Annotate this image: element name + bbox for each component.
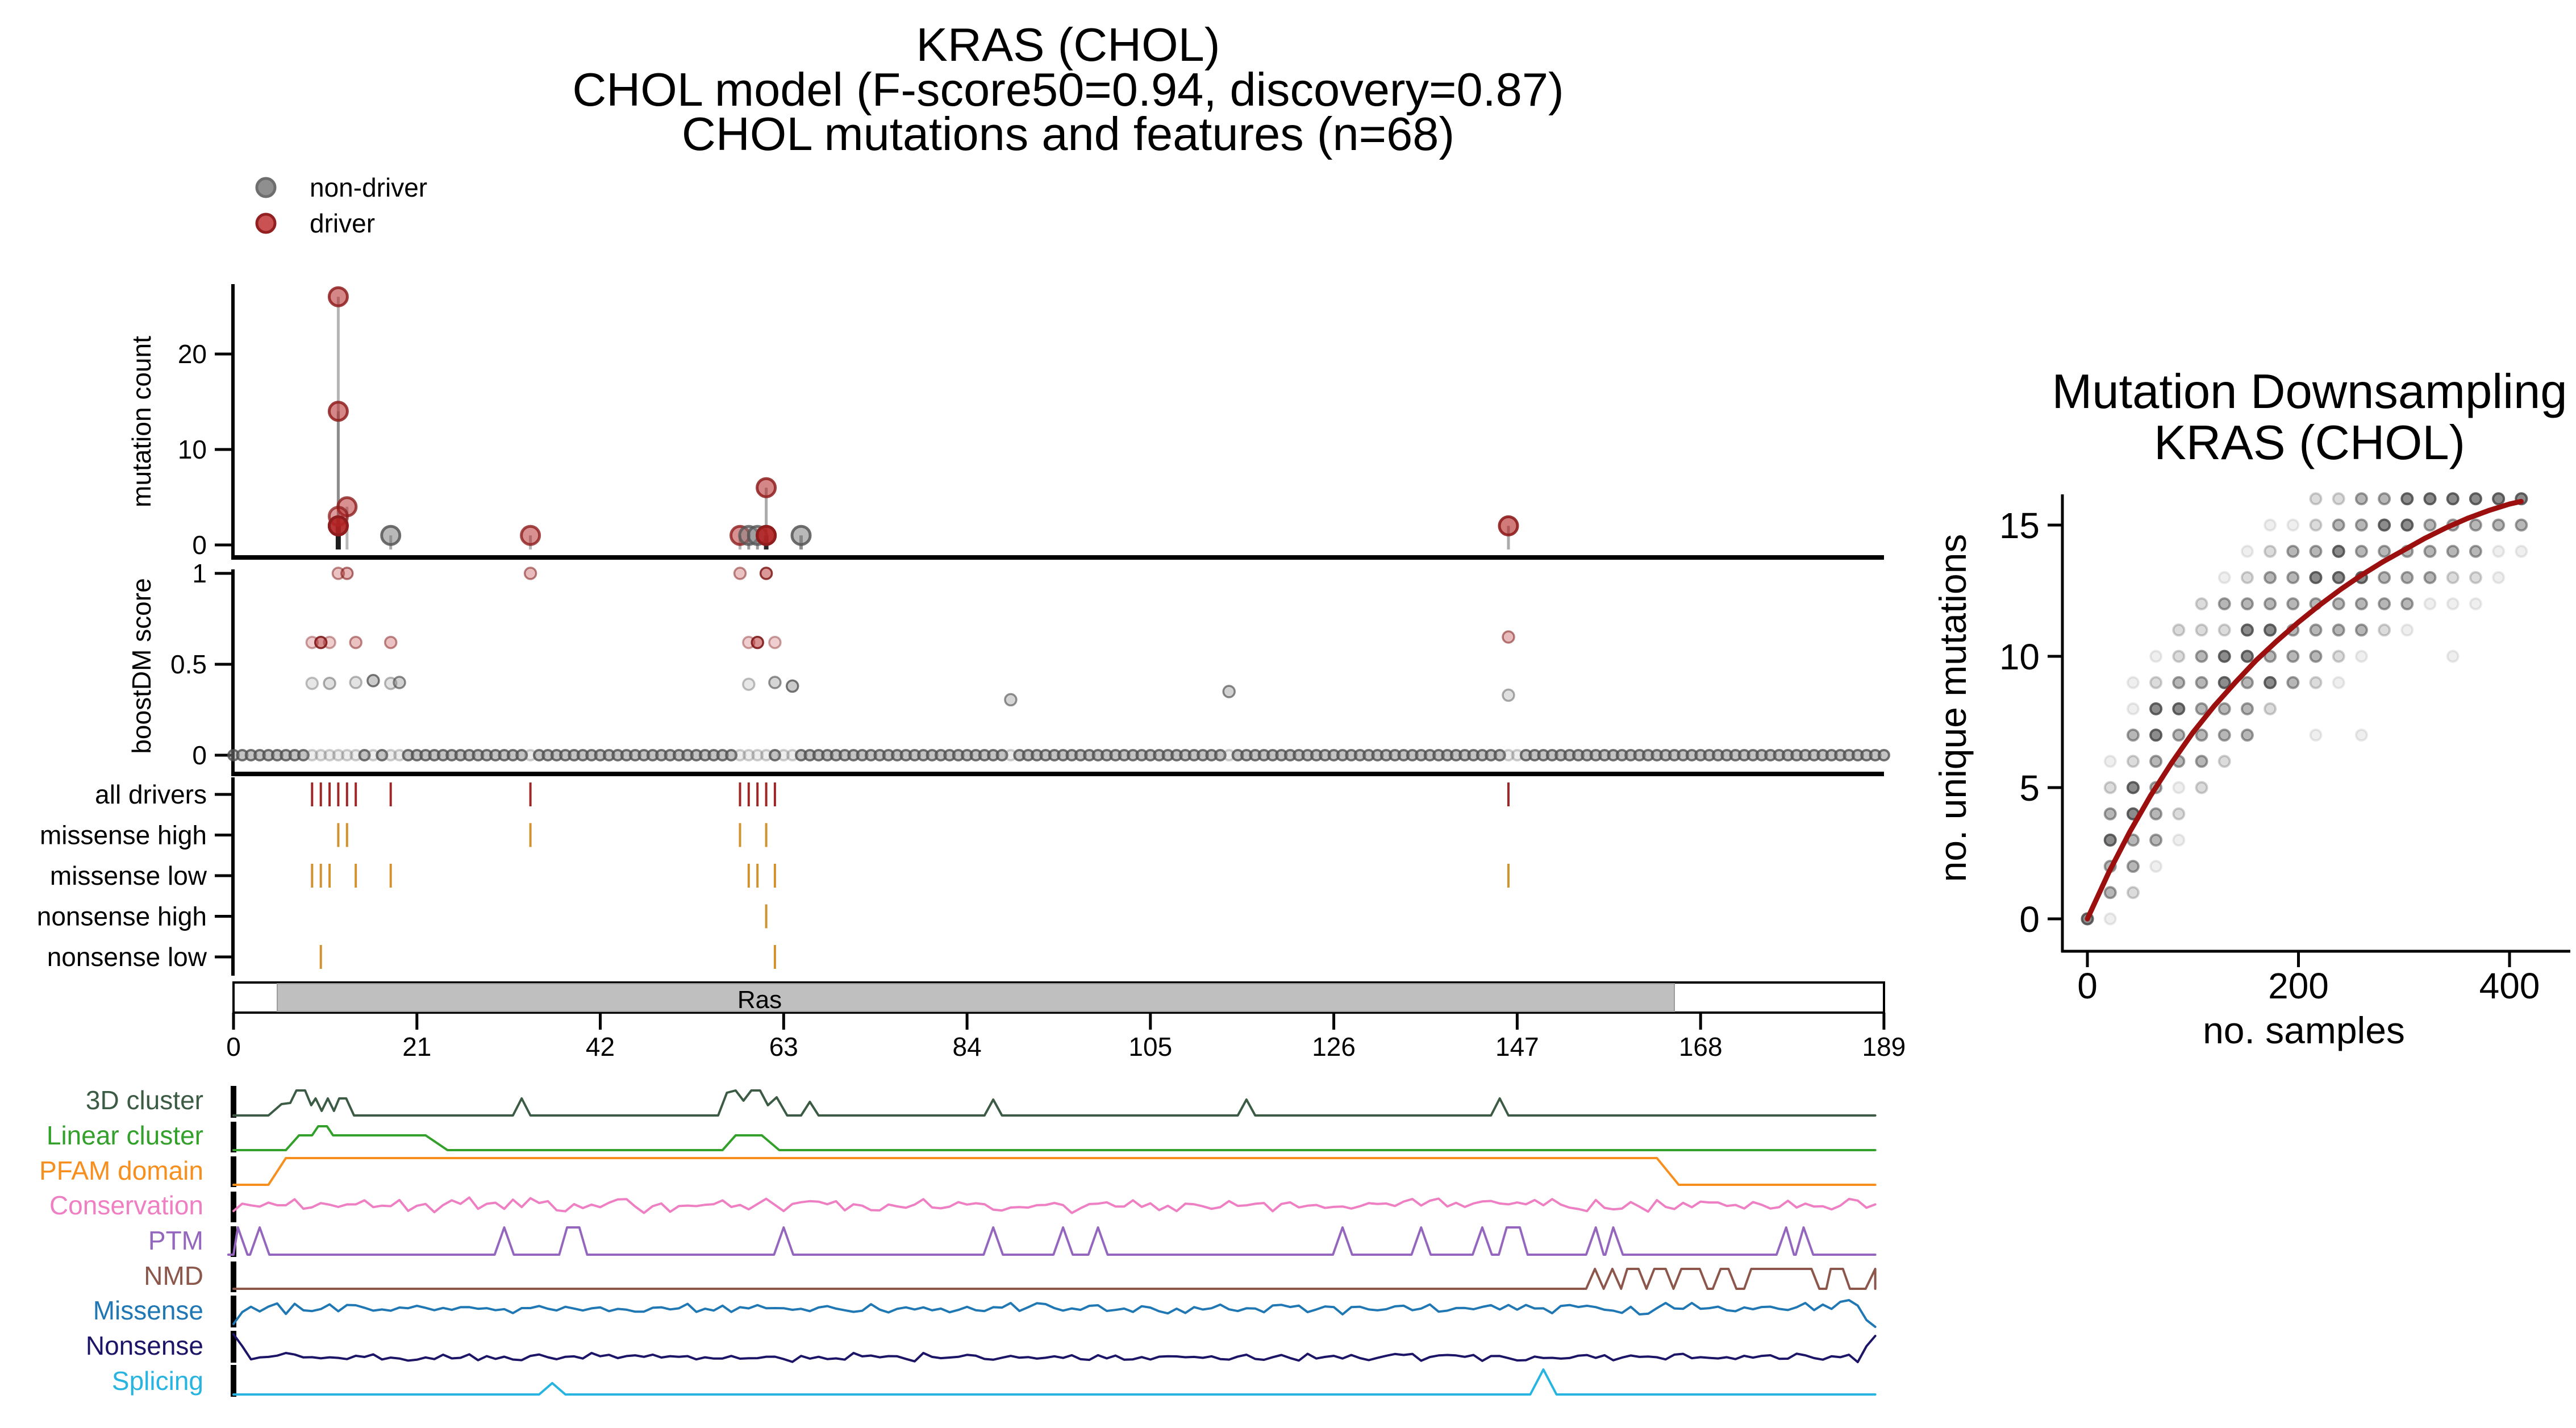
- svg-text:189: 189: [1862, 1032, 1906, 1061]
- svg-text:0.5: 0.5: [170, 650, 207, 679]
- svg-text:no. samples: no. samples: [2203, 1009, 2405, 1051]
- svg-text:168: 168: [1679, 1032, 1723, 1061]
- svg-text:21: 21: [402, 1032, 431, 1061]
- svg-text:NMD: NMD: [144, 1261, 203, 1290]
- svg-text:boostDM score: boostDM score: [127, 578, 156, 753]
- svg-text:non-driver: non-driver: [310, 173, 427, 202]
- svg-text:105: 105: [1128, 1032, 1172, 1061]
- svg-text:Splicing: Splicing: [112, 1366, 203, 1396]
- svg-text:Nonsense: Nonsense: [86, 1331, 203, 1360]
- svg-text:Conservation: Conservation: [49, 1190, 203, 1220]
- svg-text:1: 1: [192, 559, 207, 588]
- svg-text:15: 15: [1999, 505, 2040, 546]
- svg-text:63: 63: [769, 1032, 798, 1061]
- svg-text:147: 147: [1495, 1032, 1539, 1061]
- svg-text:42: 42: [586, 1032, 615, 1061]
- svg-text:nonsense high: nonsense high: [37, 902, 207, 931]
- svg-text:0: 0: [2077, 965, 2098, 1006]
- svg-text:0: 0: [192, 740, 207, 770]
- svg-text:driver: driver: [310, 209, 375, 238]
- svg-text:84: 84: [953, 1032, 982, 1061]
- svg-text:CHOL mutations and features (n: CHOL mutations and features (n=68): [682, 107, 1454, 160]
- svg-text:5: 5: [2019, 768, 2040, 809]
- svg-text:KRAS (CHOL): KRAS (CHOL): [2154, 416, 2465, 470]
- svg-text:3D cluster: 3D cluster: [86, 1085, 203, 1115]
- svg-text:10: 10: [1999, 636, 2040, 677]
- svg-text:all drivers: all drivers: [95, 780, 207, 809]
- svg-text:PFAM domain: PFAM domain: [39, 1156, 203, 1185]
- svg-text:Ras: Ras: [737, 986, 782, 1014]
- svg-text:missense high: missense high: [40, 821, 207, 850]
- svg-text:0: 0: [192, 530, 207, 560]
- svg-text:Linear cluster: Linear cluster: [47, 1121, 203, 1150]
- svg-text:400: 400: [2479, 965, 2540, 1006]
- svg-text:no. unique mutations: no. unique mutations: [1932, 534, 1974, 882]
- svg-text:10: 10: [178, 435, 207, 464]
- svg-text:Missense: Missense: [93, 1296, 203, 1325]
- svg-text:126: 126: [1312, 1032, 1356, 1061]
- svg-text:mutation count: mutation count: [127, 336, 156, 507]
- svg-text:Mutation Downsampling: Mutation Downsampling: [2052, 365, 2567, 419]
- svg-text:200: 200: [2268, 965, 2329, 1006]
- svg-text:CHOL model (F-score50=0.94, di: CHOL model (F-score50=0.94, discovery=0.…: [572, 63, 1564, 116]
- svg-text:20: 20: [178, 339, 207, 369]
- svg-text:0: 0: [2019, 899, 2040, 940]
- svg-text:PTM: PTM: [148, 1226, 203, 1255]
- svg-text:KRAS (CHOL): KRAS (CHOL): [916, 18, 1220, 71]
- svg-text:missense low: missense low: [50, 861, 207, 890]
- svg-text:0: 0: [226, 1032, 241, 1061]
- svg-text:nonsense low: nonsense low: [47, 942, 207, 972]
